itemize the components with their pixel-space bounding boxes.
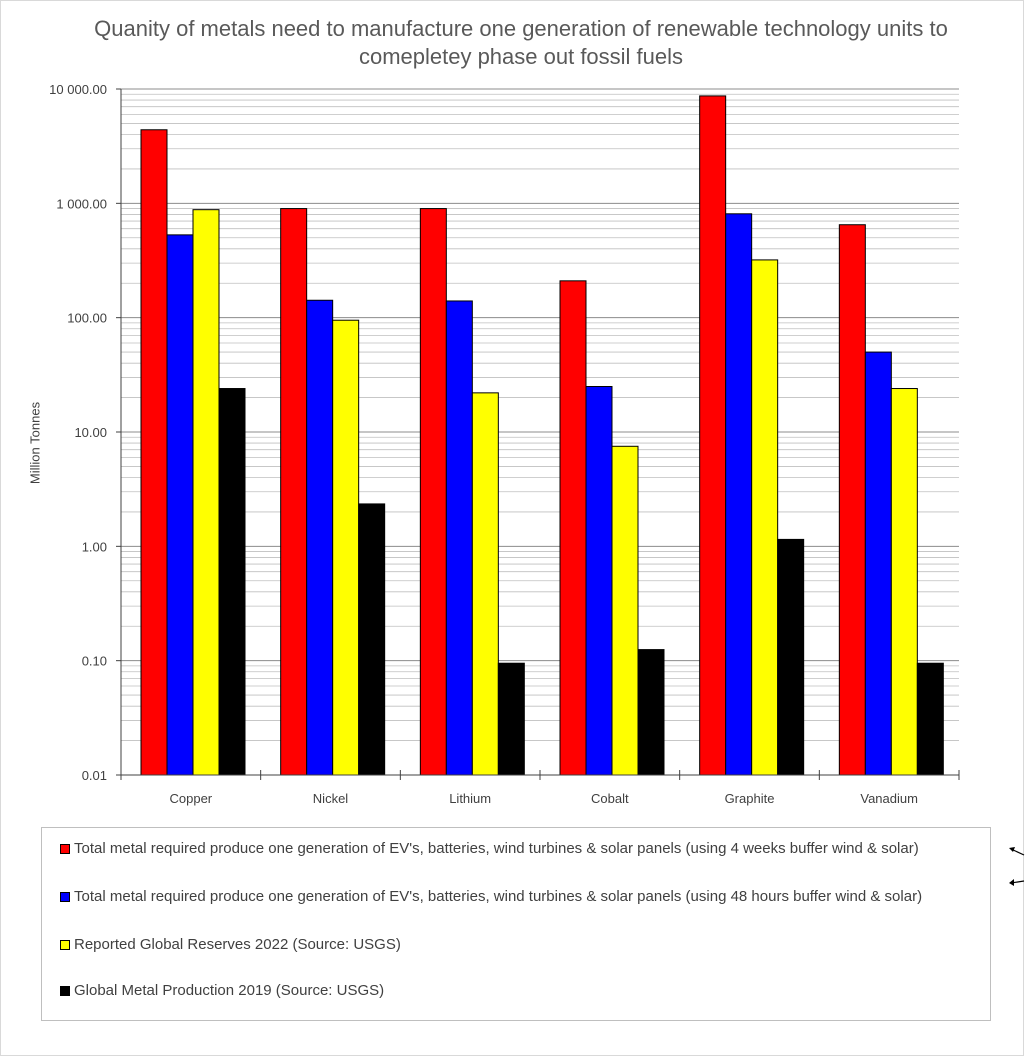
bars xyxy=(140,95,944,776)
legend-item-production: Global Metal Production 2019 (Source: US… xyxy=(60,980,980,1001)
bar-graphite-series-1 xyxy=(699,95,727,776)
grid-lines xyxy=(121,88,959,776)
legend-swatch-black xyxy=(60,986,70,996)
bar-copper-series-2 xyxy=(166,234,194,776)
bar-vanadium-series-4 xyxy=(916,662,944,776)
arrow-icon xyxy=(1009,879,1025,886)
y-tick-label: 1 000.00 xyxy=(56,196,107,211)
x-tick-label: Vanadium xyxy=(860,791,918,806)
y-tick-label: 0.10 xyxy=(82,654,107,669)
bar-copper-series-1 xyxy=(140,129,168,776)
chart-plot: 10 000.00 1 000.00 100.00 10.00 1.00 0.10 0.01… xyxy=(49,82,960,806)
legend: Total metal required produce one generat… xyxy=(41,827,991,1021)
legend-label: Reported Global Reserves 2022 (Source: U… xyxy=(74,936,401,953)
bar-lithium-series-3 xyxy=(471,392,499,776)
bar-cobalt-series-1 xyxy=(559,280,587,776)
legend-swatch-blue xyxy=(60,892,70,902)
legend-item-48hours: Total metal required produce one generat… xyxy=(60,886,980,907)
axes xyxy=(116,88,960,780)
bar-copper-series-3 xyxy=(192,209,220,776)
bar-nickel-series-1 xyxy=(280,208,308,776)
y-tick-label: 100.00 xyxy=(67,311,107,326)
legend-label: Total metal required produce one generat… xyxy=(74,888,923,905)
x-tick-label: Nickel xyxy=(313,791,349,806)
legend-item-4weeks: Total metal required produce one generat… xyxy=(60,838,980,859)
x-tick-labels: Copper Nickel Lithium Cobalt Graphite Vanadiu… xyxy=(170,791,918,806)
y-tick-label: 10 000.00 xyxy=(49,82,107,97)
x-tick-label: Lithium xyxy=(449,791,491,806)
bar-cobalt-series-2 xyxy=(585,386,613,776)
bar-cobalt-series-4 xyxy=(637,649,665,776)
y-tick-label: 10.00 xyxy=(74,425,107,440)
y-tick-labels: 10 000.00 1 000.00 100.00 10.00 1.00 0.10 0.01 xyxy=(49,82,107,783)
annotation-arrows xyxy=(1009,847,1025,886)
bar-graphite-series-3 xyxy=(751,259,779,776)
bar-vanadium-series-3 xyxy=(890,388,918,776)
bar-vanadium-series-1 xyxy=(838,224,866,776)
y-tick-label: 0.01 xyxy=(82,768,107,783)
x-tick-label: Copper xyxy=(170,791,213,806)
bar-cobalt-series-3 xyxy=(611,445,639,776)
legend-swatch-yellow xyxy=(60,940,70,950)
bar-nickel-series-2 xyxy=(306,299,334,776)
arrow-icon xyxy=(1009,847,1025,856)
bar-copper-series-4 xyxy=(218,388,246,776)
bar-lithium-series-4 xyxy=(497,662,525,776)
legend-swatch-red xyxy=(60,844,70,854)
legend-label: Global Metal Production 2019 (Source: US… xyxy=(74,982,385,999)
y-tick-label: 1.00 xyxy=(82,539,107,554)
bar-vanadium-series-2 xyxy=(864,351,892,776)
bar-nickel-series-3 xyxy=(332,319,360,776)
x-tick-label: Cobalt xyxy=(591,791,629,806)
x-tick-label: Graphite xyxy=(725,791,775,806)
bar-lithium-series-1 xyxy=(419,208,447,776)
bar-lithium-series-2 xyxy=(445,300,473,776)
legend-label: Total metal required produce one generat… xyxy=(74,840,919,857)
bar-graphite-series-2 xyxy=(725,213,753,776)
bar-nickel-series-4 xyxy=(358,503,386,776)
bar-graphite-series-4 xyxy=(777,538,805,776)
chart-title: Quanity of metals need to manufacture on… xyxy=(94,16,948,69)
legend-item-reserves: Reported Global Reserves 2022 (Source: U… xyxy=(60,934,980,955)
